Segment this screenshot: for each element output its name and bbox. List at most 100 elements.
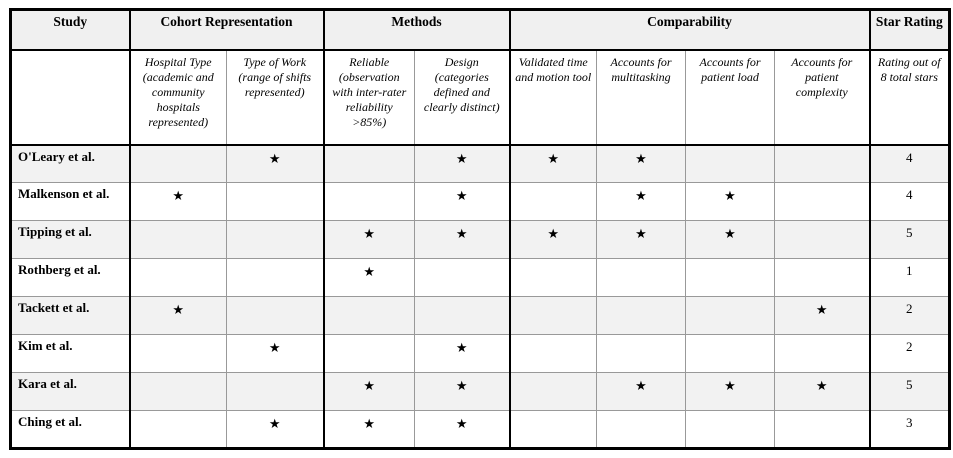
col-header-study: Study: [10, 9, 130, 51]
rating-value: 2: [868, 296, 950, 335]
star-cell-design: ★: [414, 182, 510, 221]
star-cell-patient-load: [685, 144, 775, 183]
table-row-oleary: O'Leary et al. ★ ★ ★ ★ 4: [10, 144, 950, 183]
table-row-rothberg: Rothberg et al. ★ 1: [10, 258, 950, 297]
star-cell-patient-complexity: [773, 410, 870, 449]
star-cell-validated-tool: [508, 334, 597, 373]
star-cell-hospital-type: [128, 220, 227, 259]
rating-value: 1: [868, 258, 950, 297]
star-cell-patient-load: ★: [685, 182, 775, 221]
star-cell-hospital-type: ★: [128, 296, 227, 335]
star-cell-reliable: ★: [322, 410, 415, 449]
star-cell-reliable: [322, 144, 415, 183]
star-cell-multitasking: ★: [596, 144, 686, 183]
star-cell-patient-complexity: [773, 258, 870, 297]
star-cell-validated-tool: [508, 258, 597, 297]
subheader-type-of-work: Type of Work (range of shifts represente…: [226, 49, 324, 146]
table-row-tipping: Tipping et al. ★ ★ ★ ★ ★ 5: [10, 220, 950, 259]
star-cell-type-of-work: [226, 296, 324, 335]
star-cell-type-of-work: [226, 258, 324, 297]
study-name: Tipping et al.: [10, 220, 130, 259]
study-name: Malkenson et al.: [10, 182, 130, 221]
group-header-row: Study Cohort Representation Methods Comp…: [10, 9, 950, 51]
col-header-star-rating: Star Rating: [868, 9, 950, 51]
star-cell-multitasking: ★: [596, 372, 686, 411]
star-cell-type-of-work: [226, 372, 324, 411]
star-cell-multitasking: [596, 296, 686, 335]
star-cell-validated-tool: [508, 410, 597, 449]
star-cell-validated-tool: [508, 296, 597, 335]
col-header-cohort-representation: Cohort Representation: [128, 9, 324, 51]
study-name: Kim et al.: [10, 334, 130, 373]
star-cell-reliable: ★: [322, 258, 415, 297]
col-header-comparability: Comparability: [508, 9, 870, 51]
rating-value: 2: [868, 334, 950, 373]
star-cell-hospital-type: [128, 372, 227, 411]
star-cell-patient-complexity: [773, 334, 870, 373]
star-cell-multitasking: [596, 258, 686, 297]
subheader-multitasking: Accounts for multitasking: [596, 49, 686, 146]
star-cell-patient-complexity: ★: [773, 296, 870, 335]
star-cell-patient-load: [685, 296, 775, 335]
star-cell-hospital-type: [128, 334, 227, 373]
star-cell-multitasking: ★: [596, 220, 686, 259]
study-name: O'Leary et al.: [10, 144, 130, 183]
star-cell-hospital-type: [128, 410, 227, 449]
star-cell-reliable: [322, 334, 415, 373]
star-cell-design: ★: [414, 220, 510, 259]
table-row-ching: Ching et al. ★ ★ ★ 3: [10, 410, 950, 449]
table-row-kim: Kim et al. ★ ★ 2: [10, 334, 950, 373]
star-cell-multitasking: ★: [596, 182, 686, 221]
star-cell-validated-tool: ★: [508, 220, 597, 259]
star-cell-hospital-type: [128, 258, 227, 297]
subheader-patient-complexity: Accounts for patient complexity: [773, 49, 870, 146]
star-cell-design: [414, 296, 510, 335]
table-row-tackett: Tackett et al. ★ ★ 2: [10, 296, 950, 335]
star-cell-validated-tool: [508, 372, 597, 411]
subheader-rating: Rating out of 8 total stars: [868, 49, 950, 146]
star-cell-design: ★: [414, 144, 510, 183]
star-cell-patient-load: [685, 258, 775, 297]
star-cell-patient-load: ★: [685, 372, 775, 411]
study-quality-rating-table: Study Cohort Representation Methods Comp…: [9, 8, 952, 450]
star-cell-patient-complexity: [773, 182, 870, 221]
star-cell-patient-complexity: [773, 144, 870, 183]
star-cell-design: [414, 258, 510, 297]
star-cell-reliable: ★: [322, 220, 415, 259]
study-name: Ching et al.: [10, 410, 130, 449]
star-cell-patient-complexity: [773, 220, 870, 259]
star-cell-patient-load: ★: [685, 220, 775, 259]
subheader-study-blank: [10, 49, 130, 146]
study-name: Rothberg et al.: [10, 258, 130, 297]
star-cell-design: ★: [414, 334, 510, 373]
rating-value: 4: [868, 182, 950, 221]
rating-value: 4: [868, 144, 950, 183]
star-cell-reliable: [322, 296, 415, 335]
star-cell-multitasking: [596, 410, 686, 449]
star-cell-design: ★: [414, 410, 510, 449]
subheader-reliable: Reliable (observation with inter-rater r…: [322, 49, 415, 146]
star-cell-type-of-work: ★: [226, 410, 324, 449]
star-cell-type-of-work: [226, 182, 324, 221]
col-header-methods: Methods: [322, 9, 510, 51]
star-cell-type-of-work: ★: [226, 144, 324, 183]
subheader-hospital-type: Hospital Type (academic and community ho…: [128, 49, 227, 146]
star-cell-reliable: [322, 182, 415, 221]
star-cell-patient-load: [685, 334, 775, 373]
study-name: Kara et al.: [10, 372, 130, 411]
table-row-kara: Kara et al. ★ ★ ★ ★ ★ 5: [10, 372, 950, 411]
subheader-validated-tool: Validated time and motion tool: [508, 49, 597, 146]
star-cell-patient-load: [685, 410, 775, 449]
star-cell-reliable: ★: [322, 372, 415, 411]
subheader-design: Design (categories defined and clearly d…: [414, 49, 510, 146]
star-cell-hospital-type: [128, 144, 227, 183]
rating-value: 3: [868, 410, 950, 449]
sub-header-row: Hospital Type (academic and community ho…: [10, 49, 950, 146]
star-cell-type-of-work: ★: [226, 334, 324, 373]
subheader-patient-load: Accounts for patient load: [685, 49, 775, 146]
star-cell-design: ★: [414, 372, 510, 411]
star-cell-validated-tool: ★: [508, 144, 597, 183]
star-cell-multitasking: [596, 334, 686, 373]
star-cell-validated-tool: [508, 182, 597, 221]
